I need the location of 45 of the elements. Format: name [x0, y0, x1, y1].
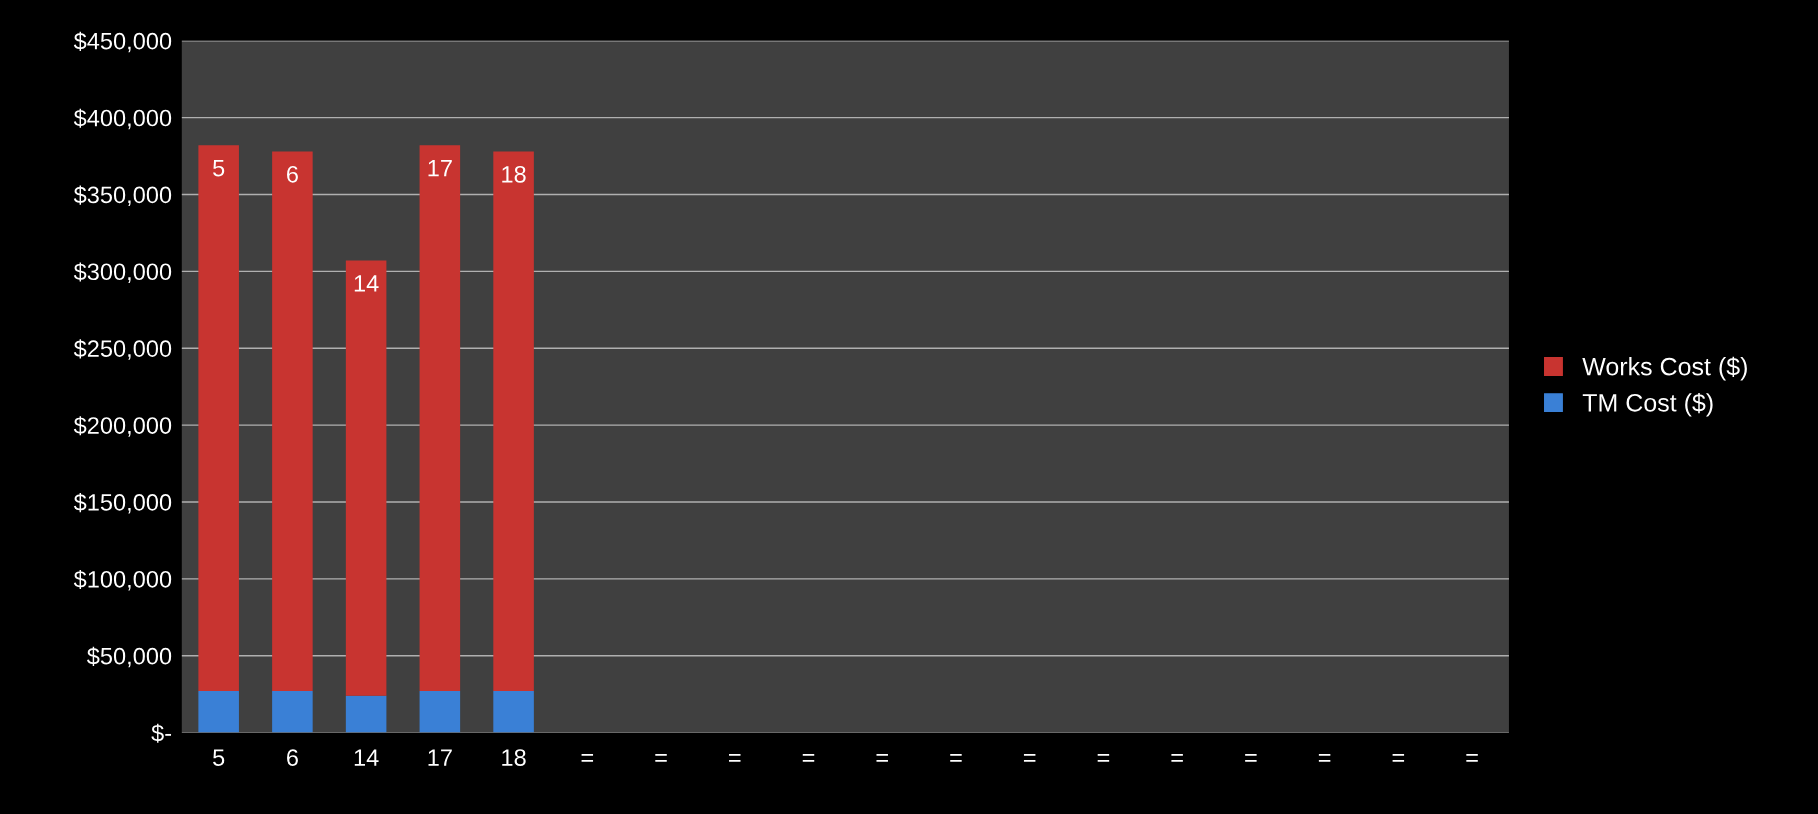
x-tick-label: =	[1392, 754, 1405, 762]
bar	[272, 151, 313, 692]
y-tick-label: $300,000	[73, 262, 172, 283]
annotation: 5	[213, 160, 225, 177]
bar	[345, 260, 387, 696]
legend-label: TM Cost ($)	[1582, 392, 1713, 417]
bar	[493, 691, 534, 733]
x-tick-label: =	[1466, 754, 1478, 762]
y-tick-label: $200,000	[73, 416, 172, 437]
x-tick-label: =	[950, 754, 962, 762]
bar	[198, 145, 239, 692]
y-tick-label: $-	[151, 723, 172, 743]
x-tick-label: =	[802, 754, 815, 762]
annotation: 17	[428, 160, 452, 177]
y-tick-label: $50,000	[86, 646, 172, 668]
bar	[345, 695, 387, 733]
x-tick-label: =	[581, 754, 594, 762]
x-tick-label: =	[1097, 754, 1110, 762]
x-tick-label: 6	[287, 749, 298, 766]
x-tick-label: 5	[213, 749, 225, 766]
x-tick-label: =	[1245, 754, 1257, 762]
x-tick-label: =	[729, 754, 741, 762]
annotation: 18	[502, 165, 526, 183]
y-tick-label: $100,000	[73, 569, 172, 591]
bar	[419, 145, 461, 692]
x-tick-label: =	[1023, 754, 1036, 762]
y-tick-label: $350,000	[73, 185, 172, 207]
bar	[272, 691, 313, 733]
x-tick-label: =	[876, 754, 888, 762]
x-tick-label: =	[655, 754, 667, 762]
annotation: 14	[354, 275, 379, 292]
x-tick-label: 18	[502, 749, 526, 766]
y-tick-label: $400,000	[73, 108, 172, 130]
annotation: 6	[287, 165, 298, 183]
bar	[198, 691, 239, 733]
x-tick-label: =	[1318, 754, 1331, 762]
bar	[493, 151, 534, 692]
y-tick-label: $450,000	[73, 31, 172, 53]
legend-label: Works Cost ($)	[1582, 356, 1747, 381]
x-tick-label: =	[1171, 754, 1183, 762]
x-tick-label: 14	[354, 749, 379, 766]
x-tick-label: 17	[428, 749, 452, 766]
y-tick-label: $150,000	[73, 493, 172, 514]
y-tick-label: $250,000	[73, 339, 172, 360]
bar	[419, 691, 461, 733]
